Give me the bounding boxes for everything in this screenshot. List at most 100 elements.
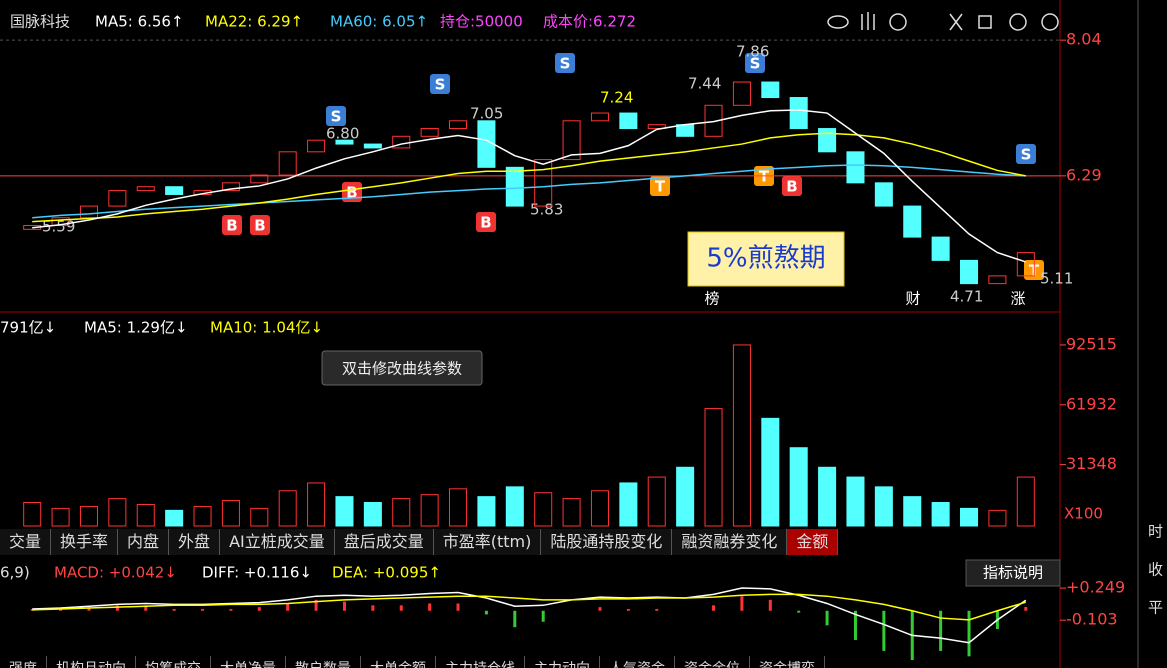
tab[interactable]: 外盘: [169, 529, 221, 555]
volume-bar: [704, 408, 723, 527]
price-note: 4.71: [950, 288, 983, 306]
candle: [761, 81, 780, 99]
tab[interactable]: 资金余位: [675, 656, 750, 668]
note-box: [687, 231, 845, 287]
tab[interactable]: 内盘: [118, 529, 170, 555]
volume-bar: [846, 476, 865, 527]
volume-bar: [988, 509, 1007, 527]
tab[interactable]: 交量: [0, 529, 52, 555]
tab[interactable]: 盘后成交量: [335, 529, 434, 555]
volume-bar: [874, 486, 893, 527]
tooltip: [321, 350, 483, 386]
toolbar-icons[interactable]: [827, 12, 1059, 31]
event-tag: 财: [905, 290, 920, 308]
tab[interactable]: 主力持仓线: [436, 656, 525, 668]
tab[interactable]: 人气资金: [600, 656, 675, 668]
volume-bar: [392, 498, 411, 527]
candle: [874, 182, 893, 207]
candle: [704, 104, 723, 137]
volume-bar: [79, 505, 98, 527]
candle: [846, 151, 865, 184]
volume-bar: [278, 490, 297, 527]
candle: [250, 174, 269, 184]
price-note: 5.83: [530, 201, 563, 219]
price-note: 5.11: [1040, 270, 1073, 288]
candle: [534, 159, 553, 207]
svg-text:B: B: [254, 217, 265, 235]
candle: [165, 186, 184, 195]
volume-bar: [903, 496, 922, 527]
tab[interactable]: 主力动向: [525, 656, 600, 668]
tab[interactable]: 融资融券变化: [672, 529, 788, 555]
volume-bar: [221, 500, 240, 527]
volume-bar: [363, 502, 382, 527]
stock-name: 国脉科技: [10, 13, 70, 31]
tab[interactable]: 均筹成交: [136, 656, 211, 668]
price-note: 7.44: [688, 75, 721, 93]
dea-line: [32, 593, 1027, 621]
ma5-line: [32, 109, 1027, 263]
volume-bar: [818, 466, 837, 527]
tab[interactable]: 资金博弈: [750, 656, 825, 668]
help-text[interactable]: 指标说明: [983, 564, 1043, 582]
buy-marker: B: [476, 212, 496, 232]
candle: [136, 186, 155, 192]
candle: [307, 139, 326, 153]
volume-ma5: MA5: 1.29亿↓: [84, 319, 188, 337]
candle: [79, 205, 98, 219]
candle: [449, 120, 468, 130]
tab[interactable]: 强度: [0, 656, 47, 668]
volume-ma10: MA10: 1.04亿↓: [210, 319, 323, 337]
volume-bar: [420, 494, 439, 527]
candle: [931, 236, 950, 261]
volume-unit: X100: [1064, 505, 1103, 523]
tab[interactable]: 大单金额: [361, 656, 436, 668]
diff-value: DIFF: +0.116↓: [202, 564, 312, 582]
cost-label: 成本价:6.272: [543, 13, 636, 31]
svg-text:S: S: [560, 55, 571, 73]
svg-text:B: B: [480, 214, 491, 232]
note-text: 5%煎熬期: [706, 244, 825, 274]
candle: [335, 139, 354, 145]
tab[interactable]: 换手率: [51, 529, 119, 555]
candle: [903, 205, 922, 238]
position-label: 持仓:50000: [440, 13, 523, 31]
volume-bar: [619, 482, 638, 527]
candle: [221, 182, 240, 192]
tab[interactable]: 市盈率(ttm): [434, 529, 542, 555]
tab[interactable]: 陆股通持股变化: [541, 529, 673, 555]
volume-bar: [562, 498, 581, 527]
sell-marker: S: [555, 53, 575, 73]
volume-bar: [676, 466, 695, 527]
sell-marker: S: [1016, 144, 1036, 164]
y-tick-label: 61932: [1066, 394, 1117, 413]
candle: [988, 275, 1007, 285]
candle: [789, 97, 808, 130]
tab[interactable]: 散户数量: [286, 656, 361, 668]
candle: [562, 120, 581, 161]
tab[interactable]: 大单净量: [211, 656, 286, 668]
volume-bar: [193, 505, 212, 527]
tab[interactable]: AI立桩成交量: [220, 529, 335, 555]
side-label: 平: [1148, 599, 1163, 617]
ma60-line: [32, 164, 1026, 219]
y-tick-label: 92515: [1066, 334, 1117, 353]
buy-marker: B: [250, 215, 270, 235]
price-note: 7.05: [470, 105, 503, 123]
dea-value: DEA: +0.095↑: [332, 564, 441, 582]
candle: [590, 112, 609, 122]
tab[interactable]: 机构且动向: [47, 656, 136, 668]
tab[interactable]: 金额: [787, 529, 839, 555]
y-tick-label: +0.249: [1066, 578, 1125, 597]
signal-markers: B B B B B S S S S S T T T: [222, 53, 1044, 280]
sell-marker: S: [430, 74, 450, 94]
candle: [818, 128, 837, 153]
svg-text:B: B: [226, 217, 237, 235]
volume-bar: [732, 344, 751, 527]
volume-bar: [931, 502, 950, 527]
help-button[interactable]: [965, 559, 1061, 587]
svg-text:T: T: [759, 168, 770, 186]
sell-marker: S: [745, 53, 765, 73]
